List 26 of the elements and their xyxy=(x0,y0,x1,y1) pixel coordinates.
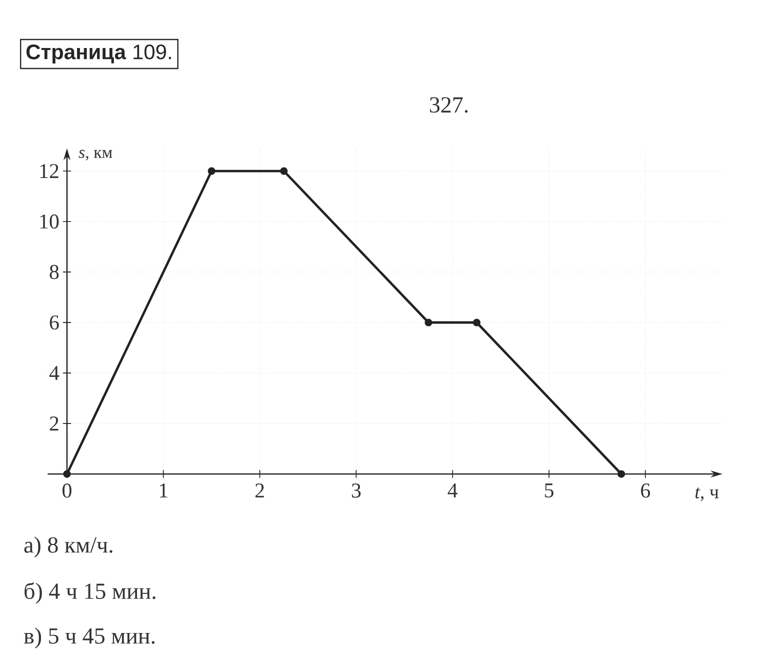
y-tick-label: 10 xyxy=(40,214,59,229)
y-tick-label: 6 xyxy=(50,315,59,330)
point xyxy=(208,167,216,175)
point xyxy=(280,167,288,175)
y-tick-label: 2 xyxy=(50,416,58,430)
x-tick-label: 1 xyxy=(160,484,168,498)
chart-title: 327. xyxy=(430,97,468,113)
text: Страница 109. xyxy=(26,44,171,64)
text: а) 8 км/ч. xyxy=(24,536,112,558)
point xyxy=(63,470,71,478)
point xyxy=(617,470,626,478)
point xyxy=(424,318,432,326)
x-tick-label: 6 xyxy=(641,484,650,498)
x-tick-label: 2 xyxy=(255,484,264,498)
y-tick-label: 12 xyxy=(40,164,58,178)
x-axis-title: t, ч xyxy=(695,488,718,502)
point xyxy=(472,318,480,326)
y-axis-title: s, км xyxy=(78,150,112,160)
x-tick-label: 3 xyxy=(352,484,361,498)
x-tick-label: 0 xyxy=(62,484,72,498)
y-tick-label: 4 xyxy=(49,366,60,380)
text: б) 4 ч 15 мин. xyxy=(24,582,156,604)
x-tick-label: 5 xyxy=(544,484,554,498)
text: в) 5 ч 45 мин. xyxy=(24,628,155,648)
x-tick-label: 4 xyxy=(448,484,458,498)
y-tick-label: 8 xyxy=(50,264,59,280)
